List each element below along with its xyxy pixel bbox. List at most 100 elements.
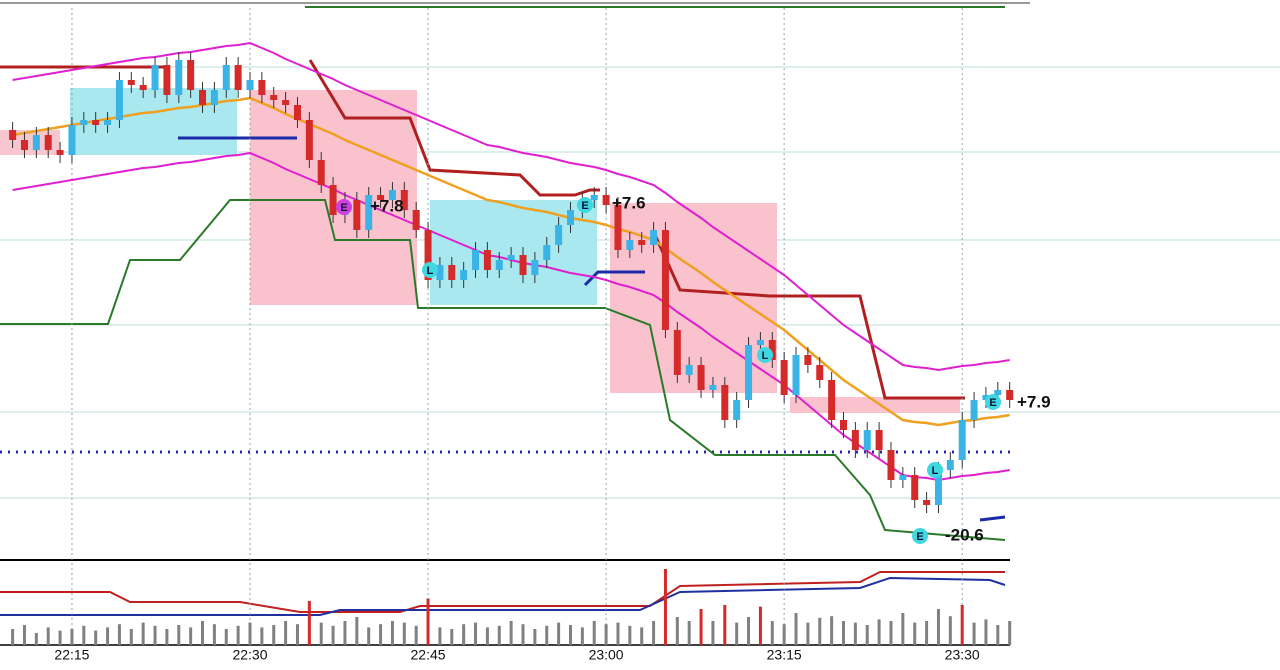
candle-body bbox=[329, 185, 337, 215]
candle-body bbox=[566, 210, 574, 225]
x-tick-label: 22:45 bbox=[411, 647, 446, 663]
volume-bar bbox=[723, 605, 727, 645]
trade-marker bbox=[422, 262, 438, 278]
volume-bar bbox=[284, 621, 288, 645]
volume-bar bbox=[925, 621, 929, 645]
candle-body bbox=[958, 420, 966, 460]
volume-bar bbox=[675, 617, 679, 645]
volume-bar bbox=[663, 569, 667, 645]
candle-body bbox=[697, 365, 705, 390]
x-tick-label: 23:15 bbox=[767, 647, 802, 663]
volume-bar bbox=[224, 629, 228, 645]
resistance-line bbox=[308, 59, 600, 197]
volume-bar bbox=[580, 627, 584, 645]
volume-bar bbox=[628, 625, 632, 645]
candle-body bbox=[317, 160, 325, 185]
volume-bar bbox=[818, 617, 822, 645]
volume-bar bbox=[189, 627, 193, 645]
volume-bar bbox=[557, 622, 561, 645]
candle-body bbox=[388, 190, 396, 200]
volume-bar bbox=[474, 622, 478, 645]
volume-bar bbox=[652, 621, 656, 645]
candle-body bbox=[127, 80, 135, 85]
resistance-line bbox=[653, 234, 965, 400]
candle-body bbox=[365, 195, 373, 230]
volume-bar bbox=[545, 625, 549, 645]
volume-bar bbox=[177, 625, 181, 645]
candle-body bbox=[270, 95, 278, 100]
candle-body bbox=[650, 230, 658, 245]
trade-marker-label: E bbox=[340, 202, 347, 214]
volume-bar bbox=[450, 629, 454, 645]
candle-body bbox=[661, 230, 669, 330]
candle-body bbox=[187, 60, 195, 90]
volume-bar bbox=[936, 609, 940, 645]
volume-bar bbox=[806, 622, 810, 645]
candle-body bbox=[923, 500, 931, 505]
target-line bbox=[583, 270, 645, 287]
volume-bar bbox=[592, 621, 596, 645]
candle-body bbox=[246, 80, 254, 90]
candle-body bbox=[293, 105, 301, 120]
volume-bar bbox=[640, 627, 644, 645]
trade-marker bbox=[912, 528, 928, 544]
volume-bar bbox=[960, 605, 964, 645]
candle-body bbox=[234, 65, 242, 90]
trade-marker-label: L bbox=[427, 265, 434, 277]
volume-indicator bbox=[0, 576, 1006, 616]
volume-bar bbox=[117, 624, 121, 645]
volume-bar bbox=[699, 609, 703, 645]
candle-body bbox=[602, 195, 610, 205]
volume-bar bbox=[70, 629, 74, 645]
candle-body bbox=[519, 255, 527, 275]
volume-bar bbox=[735, 622, 739, 645]
trade-marker-label: E bbox=[581, 200, 588, 212]
volume-bar bbox=[153, 625, 157, 645]
volume-bar bbox=[485, 627, 489, 645]
candle-body bbox=[353, 200, 361, 230]
volume-bar bbox=[201, 621, 205, 645]
candle-body bbox=[863, 430, 871, 450]
trade-marker-label: E bbox=[916, 531, 923, 543]
candle-body bbox=[638, 240, 646, 245]
volume-bar bbox=[355, 617, 359, 645]
volume-bar bbox=[141, 622, 145, 645]
volume-bar bbox=[794, 613, 798, 645]
candle-body bbox=[507, 255, 515, 260]
volume-bar bbox=[972, 622, 976, 645]
candle-body bbox=[115, 80, 123, 120]
volume-bar bbox=[509, 621, 513, 645]
volume-bar bbox=[521, 624, 525, 645]
volume-bar bbox=[1008, 621, 1012, 645]
plot: 22:15 22:30 22:45 23:00 23:15 23:30 +7.8 +7.6 +7… bbox=[9, 8, 1051, 663]
candle-body bbox=[44, 135, 52, 150]
trade-marker bbox=[577, 197, 593, 213]
support-line bbox=[0, 199, 1006, 541]
volume-bar bbox=[106, 627, 110, 645]
volume-bar bbox=[343, 621, 347, 645]
x-tick-label: 23:00 bbox=[589, 647, 624, 663]
trade-annotation: +7.9 bbox=[1017, 392, 1051, 411]
volume-bar bbox=[901, 613, 905, 645]
candle-body bbox=[840, 420, 847, 430]
volume-bar bbox=[984, 619, 988, 645]
volume-bar bbox=[379, 624, 383, 645]
candle-body bbox=[934, 470, 942, 505]
candle-body bbox=[9, 130, 17, 140]
volume-bar bbox=[212, 624, 216, 645]
trade-marker-label: L bbox=[932, 465, 939, 477]
trade-marker bbox=[336, 199, 352, 215]
volume-bar bbox=[82, 625, 86, 645]
candle-body bbox=[424, 230, 432, 280]
candle-body bbox=[483, 250, 491, 270]
volume-bar bbox=[307, 601, 311, 645]
volume-bar bbox=[46, 627, 50, 645]
candle-body bbox=[104, 120, 112, 125]
candle-body bbox=[68, 125, 76, 155]
candle-body bbox=[590, 195, 598, 200]
candle-body bbox=[436, 265, 444, 280]
candle-body bbox=[80, 120, 88, 125]
candle-body bbox=[92, 120, 100, 125]
volume-bar bbox=[758, 606, 762, 645]
